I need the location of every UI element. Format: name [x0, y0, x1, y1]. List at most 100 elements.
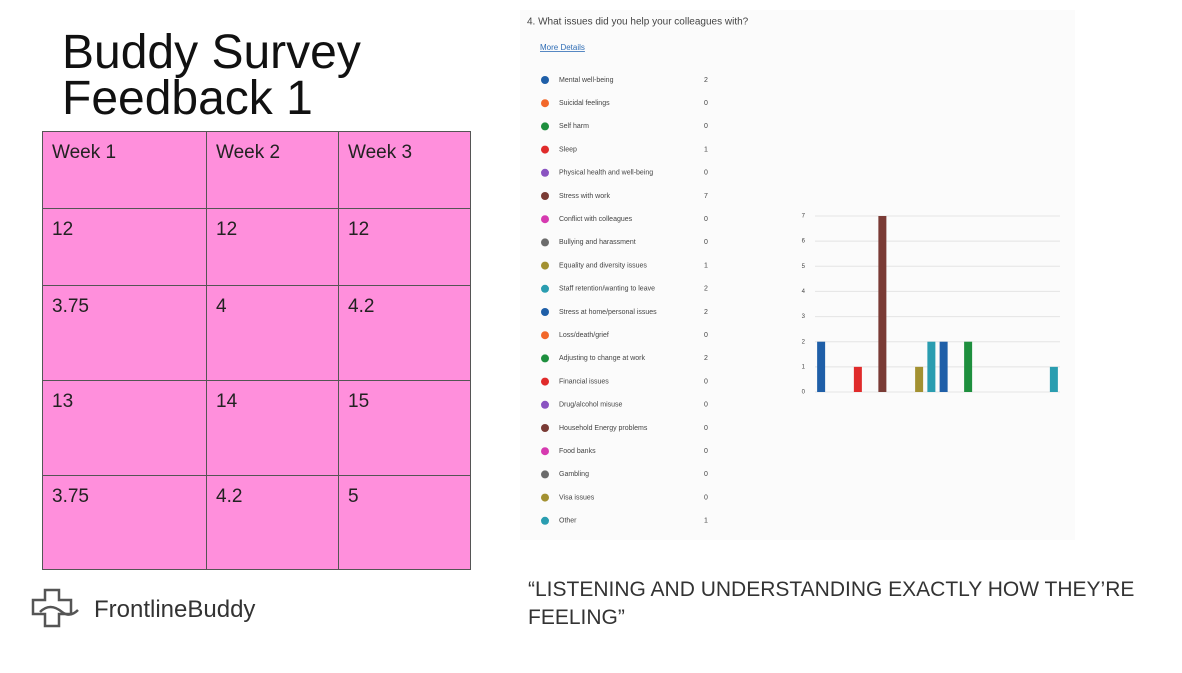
chart-title: 4. What issues did you help your colleag…	[527, 17, 749, 28]
table-cell: 3.75	[42, 285, 207, 381]
legend-dot	[541, 168, 549, 177]
legend-count: 1	[704, 262, 708, 269]
legend-count: 2	[704, 286, 708, 293]
legend-label: Equality and diversity issues	[559, 262, 647, 269]
legend-count: 0	[704, 378, 708, 385]
bar	[1049, 366, 1058, 392]
legend-dot	[541, 424, 549, 432]
y-tick-label: 0	[802, 390, 806, 396]
legend-count: 0	[704, 170, 708, 177]
legend-dot	[541, 261, 549, 270]
table-cell: 4	[206, 285, 339, 381]
legend-label: Self harm	[559, 123, 589, 130]
legend-count: 0	[704, 471, 708, 478]
legend-count: 1	[704, 518, 708, 525]
legend-count: 0	[704, 402, 708, 409]
y-tick-label: 1	[802, 364, 806, 370]
legend-dot	[541, 192, 549, 200]
table-cell: 12	[206, 208, 339, 286]
legend-dot	[541, 122, 549, 131]
legend-label: Household Energy problems	[559, 425, 648, 432]
legend-count: 0	[704, 239, 708, 246]
more-details-link[interactable]: More Details	[540, 43, 585, 52]
legend-label: Gambling	[559, 471, 589, 478]
legend-count: 7	[704, 193, 708, 200]
bar	[964, 341, 973, 392]
legend-dot	[541, 99, 549, 108]
legend-dot	[541, 400, 549, 409]
legend-count: 1	[704, 146, 708, 153]
legend-dot	[541, 238, 549, 247]
table-cell: 15	[338, 380, 471, 476]
legend-dot	[541, 145, 549, 154]
legend-label: Bullying and harassment	[559, 239, 636, 246]
legend-label: Mental well-being	[559, 77, 614, 84]
table: Week 1 Week 2 Week 3 12 12 12 3.75 4 4.2 13 14 15 3.…	[42, 131, 471, 570]
bar	[853, 366, 862, 392]
legend-dot	[541, 331, 549, 340]
table-row: 13 14 15	[42, 380, 471, 476]
legend-label: Stress with work	[559, 193, 610, 200]
table-cell: 4.2	[206, 475, 339, 570]
legend-dot	[541, 76, 549, 84]
table-cell: Week 2	[206, 131, 339, 209]
legend-label: Adjusting to change at work	[559, 355, 645, 362]
legend-dot	[541, 493, 549, 502]
legend-count: 2	[704, 77, 708, 84]
legend-dot	[541, 377, 549, 386]
legend-count: 0	[704, 123, 708, 130]
bar	[915, 366, 924, 392]
legend-count: 0	[704, 494, 708, 501]
legend-label: Food banks	[559, 448, 596, 455]
logo-text: FrontlineBuddy	[94, 596, 256, 623]
bar	[878, 216, 887, 392]
table-cell: Week 3	[338, 131, 471, 209]
table-row: 3.75 4 4.2	[42, 285, 471, 381]
legend-label: Loss/death/grief	[559, 332, 609, 339]
y-tick-label: 7	[802, 214, 806, 220]
legend-dot	[541, 284, 549, 293]
legend-label: Drug/alcohol misuse	[559, 402, 623, 409]
legend-count: 0	[704, 100, 708, 107]
legend-label: Stress at home/personal issues	[559, 309, 657, 316]
legend-label: Visa issues	[559, 494, 595, 501]
legend-count: 0	[704, 448, 708, 455]
legend-count: 0	[704, 425, 708, 432]
legend-count: 2	[704, 355, 708, 362]
table-cell: 3.75	[42, 475, 207, 570]
legend-label: Other	[559, 518, 577, 525]
legend-label: Physical health and well-being	[559, 170, 653, 177]
legend-dot	[541, 308, 549, 316]
chart-panel	[520, 10, 1075, 540]
legend-dot	[541, 215, 549, 224]
quote: “LISTENING AND UNDERSTANDING EXACTLY HOW…	[528, 578, 1135, 629]
table-row: 3.75 4.2 5	[42, 475, 471, 570]
table-cell: 13	[42, 380, 207, 476]
y-tick-label: 4	[802, 289, 806, 295]
y-tick-label: 3	[802, 314, 806, 320]
legend-dot	[541, 470, 549, 479]
bar	[939, 341, 948, 392]
legend-label: Staff retention/wanting to leave	[559, 286, 655, 293]
legend-dot	[541, 447, 549, 456]
legend-label: Suicidal feelings	[559, 100, 610, 107]
table-cell: 14	[206, 380, 339, 476]
legend-dot	[541, 354, 549, 363]
table-cell: 12	[338, 208, 471, 286]
table-row: 12 12 12	[42, 208, 471, 286]
y-tick-label: 6	[802, 239, 806, 245]
table-cell: 4.2	[338, 285, 471, 381]
table-cell: 5	[338, 475, 471, 570]
legend-dot	[541, 516, 549, 525]
bar	[927, 341, 936, 392]
legend-label: Financial issues	[559, 378, 609, 385]
bar	[817, 341, 826, 392]
table-cell: Week 1	[42, 131, 207, 209]
legend-count: 0	[704, 216, 708, 223]
y-tick-label: 2	[802, 339, 806, 345]
legend-count: 2	[704, 309, 708, 316]
logo-icon	[31, 588, 79, 628]
legend-label: Conflict with colleagues	[559, 216, 633, 223]
y-tick-label: 5	[802, 264, 806, 270]
